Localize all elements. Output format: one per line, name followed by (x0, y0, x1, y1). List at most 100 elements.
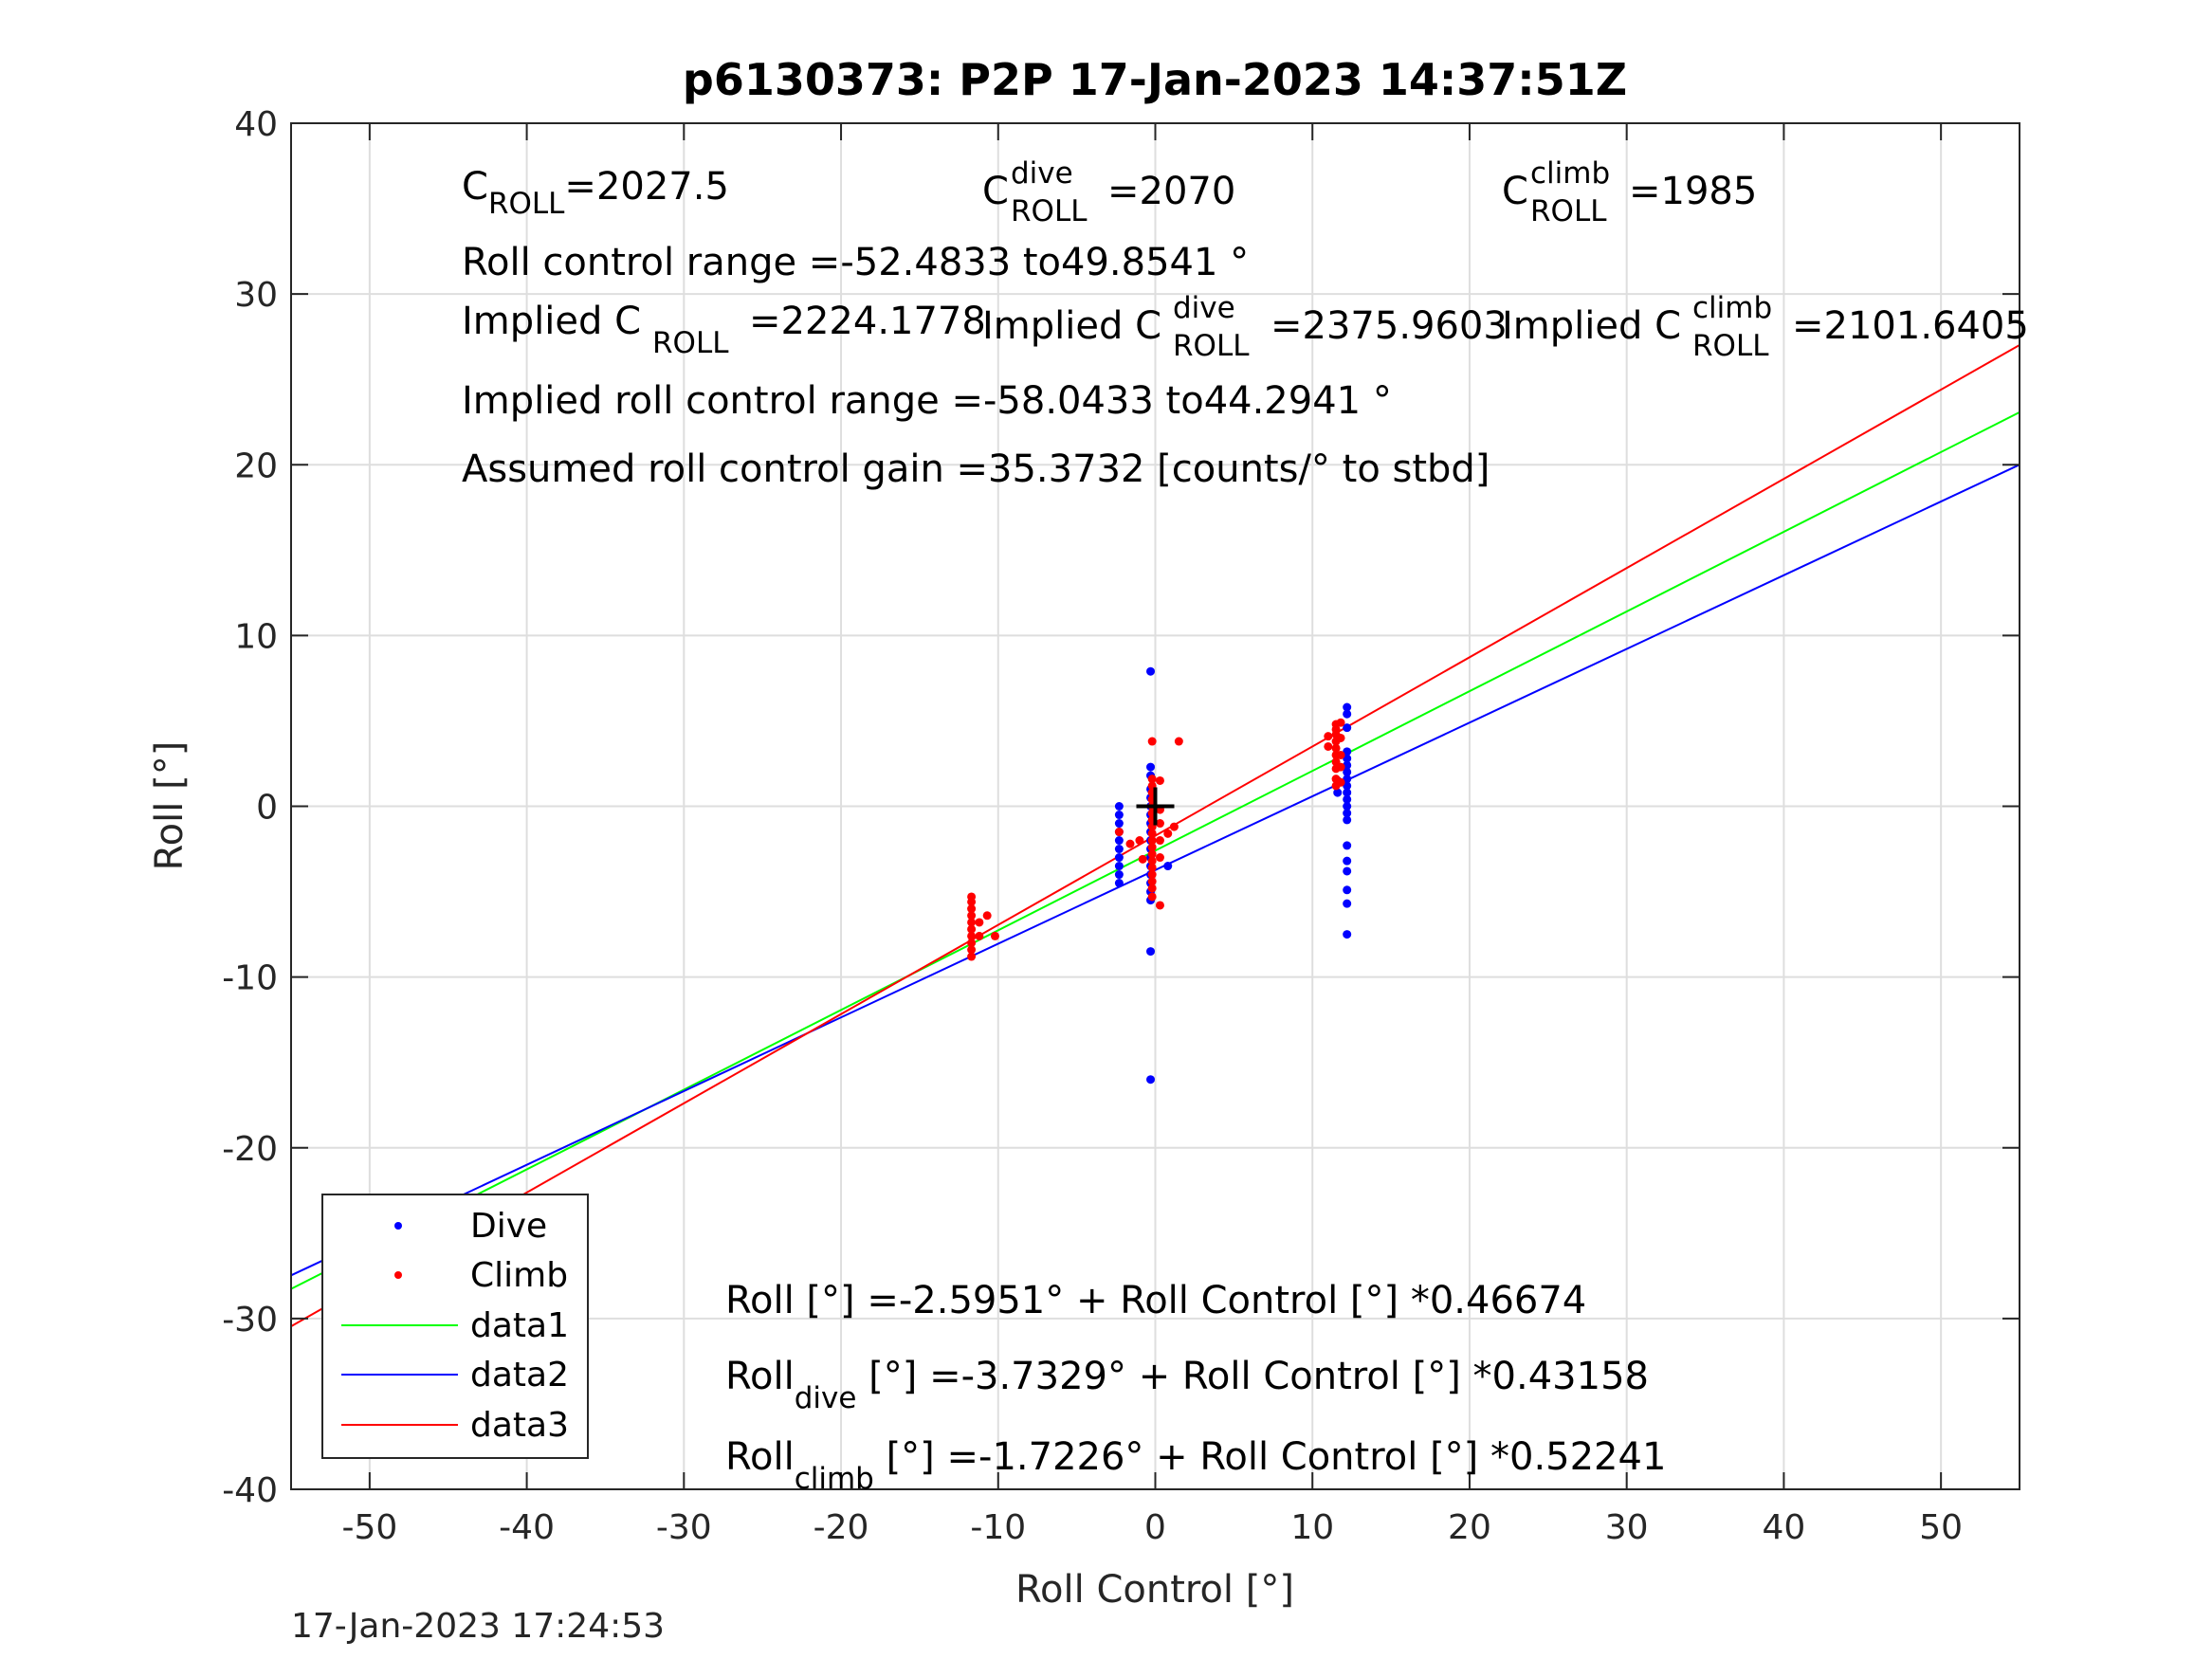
legend-label-data3: data3 (470, 1406, 569, 1445)
climb-point (1147, 870, 1157, 880)
climb-point (967, 931, 977, 940)
dive-point (1146, 947, 1156, 957)
climb-point (1155, 775, 1164, 785)
x-tick-label: 30 (1605, 1508, 1649, 1547)
ticks: -50 -40 -30 -20 -10 0 10 20 30 40 50 -40 -30 -20 -10 0 1… (222, 105, 2020, 1547)
c-roll-climb-val: =1985 (1629, 170, 1757, 213)
climb-point (1147, 849, 1157, 859)
x-tick-label: -30 (656, 1508, 712, 1547)
dive-point (1343, 856, 1352, 866)
dive-point (1343, 885, 1352, 895)
implied-c-dive-sup: dive (1173, 291, 1235, 325)
legend-label-data1: data1 (470, 1306, 569, 1345)
y-tick-label: 0 (256, 789, 278, 828)
dive-point (1114, 819, 1124, 829)
dive-point (1343, 781, 1352, 791)
x-tick-label: -20 (814, 1508, 869, 1547)
dive-point (1343, 866, 1352, 876)
y-tick-label: -20 (222, 1130, 278, 1169)
dive-point (1114, 853, 1124, 863)
y-tick-label: 20 (234, 447, 278, 485)
y-tick-label: -10 (222, 959, 278, 998)
climb-point (1336, 762, 1345, 772)
climb-point (1147, 843, 1157, 852)
origin-marker (1136, 787, 1175, 826)
dive-point (1343, 723, 1352, 733)
equation-all: Roll [°] =-2.5951° + Roll Control [°] *0… (725, 1279, 1586, 1322)
c-roll-dive-val: =2070 (1107, 170, 1235, 213)
x-tick-label: -40 (499, 1508, 555, 1547)
dive-point (1163, 862, 1173, 871)
dive-point (1343, 802, 1352, 811)
climb-point (967, 924, 977, 934)
legend-label-dive: Dive (470, 1207, 547, 1246)
dive-point (1114, 811, 1124, 820)
dive-point (1114, 870, 1124, 880)
climb-point (967, 897, 977, 906)
climb-point (990, 931, 999, 940)
climb-point (1147, 836, 1157, 846)
climb-point (967, 918, 977, 927)
dive-point (1343, 709, 1352, 719)
dive-point (1114, 862, 1124, 871)
data-points (967, 666, 1352, 1085)
dive-point (1146, 1075, 1156, 1085)
climb-point (1147, 884, 1157, 893)
climb-point (1147, 775, 1157, 784)
climb-point (1155, 853, 1164, 863)
climb-point (1336, 733, 1345, 742)
c-roll-dive-sub: ROLL (1011, 194, 1088, 228)
climb-point (982, 911, 992, 921)
dive-point (1343, 754, 1352, 763)
c-roll-climb-sub: ROLL (1530, 194, 1607, 228)
equation-climb: Rollclimb [°] =-1.7226° + Roll Control [… (725, 1435, 1666, 1496)
dive-point (1343, 809, 1352, 818)
c-roll-climb: C (1502, 170, 1528, 213)
legend-marker-climb (394, 1271, 402, 1279)
implied-c-climb: Implied C (1502, 304, 1681, 348)
climb-point (1336, 777, 1345, 787)
dive-point (1343, 794, 1352, 804)
y-axis-label: Roll [°] (148, 741, 192, 871)
dive-point (1343, 930, 1352, 939)
dive-point (1343, 775, 1352, 784)
climb-point (967, 904, 977, 914)
y-tick-label: -40 (222, 1471, 278, 1510)
climb-point (1169, 822, 1179, 831)
implied-c-roll-sub: ROLL (652, 326, 729, 360)
climb-point (1147, 856, 1157, 866)
annotations: CROLL=2027.5 C dive ROLL =2070 C climb R… (462, 156, 2029, 1496)
implied-c-dive-sub: ROLL (1173, 329, 1250, 363)
x-tick-label: 20 (1448, 1508, 1491, 1547)
footer-timestamp: 17-Jan-2023 17:24:53 (291, 1607, 665, 1646)
dive-point (1343, 702, 1352, 712)
y-tick-label: -30 (222, 1301, 278, 1340)
x-tick-label: 0 (1144, 1508, 1166, 1547)
climb-point (1174, 737, 1183, 746)
dive-point (1343, 841, 1352, 850)
climb-point (1324, 732, 1333, 741)
dive-point (1343, 767, 1352, 776)
dive-point (1114, 802, 1124, 811)
climb-point (1163, 829, 1173, 838)
climb-point (1147, 863, 1157, 872)
x-tick-label: -10 (970, 1508, 1026, 1547)
climb-point (1155, 901, 1164, 910)
implied-c-roll: Implied C (462, 300, 641, 343)
dive-point (1146, 666, 1156, 676)
dive-point (1343, 788, 1352, 797)
chart-title: p6130373: P2P 17-Jan-2023 14:37:51Z (683, 54, 1627, 105)
climb-point (967, 939, 977, 948)
x-tick-label: 50 (1919, 1508, 1963, 1547)
x-tick-label: 10 (1290, 1508, 1334, 1547)
legend: Dive Climb data1 data2 data3 (321, 1194, 589, 1459)
climb-point (1331, 743, 1341, 753)
x-axis-label: Roll Control [°] (1015, 1568, 1294, 1612)
roll-control-range: Roll control range =-52.4833 to49.8541 ° (462, 241, 1249, 284)
dive-point (1114, 879, 1124, 888)
climb-point (1125, 839, 1135, 848)
implied-roll-range: Implied roll control range =-58.0433 to4… (462, 379, 1392, 423)
dive-point (1343, 899, 1352, 908)
legend-marker-dive (394, 1222, 402, 1230)
climb-point (1155, 819, 1164, 829)
